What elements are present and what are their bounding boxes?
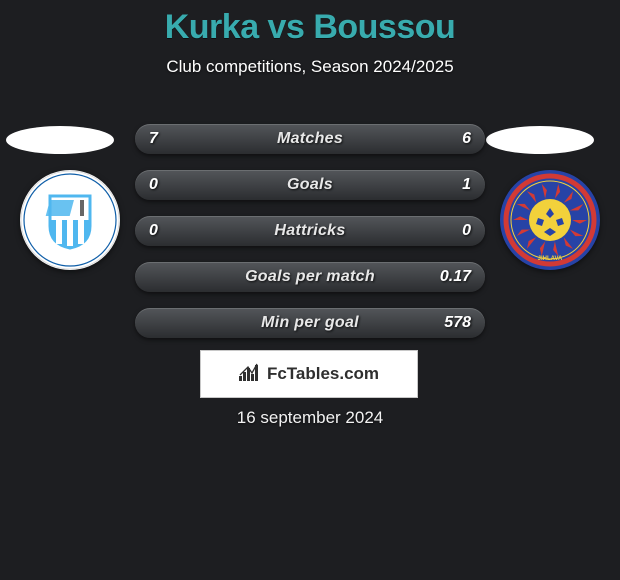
stat-left-value: 7 bbox=[149, 130, 158, 148]
right-club-crest: JIHLAVA bbox=[500, 170, 600, 270]
stat-row: 7 Matches 6 bbox=[135, 124, 485, 154]
stat-label: Goals per match bbox=[245, 268, 375, 286]
stat-right-value: 1 bbox=[462, 176, 471, 194]
stat-row: Min per goal 578 bbox=[135, 308, 485, 338]
stat-label: Min per goal bbox=[261, 314, 359, 332]
svg-text:JIHLAVA: JIHLAVA bbox=[538, 256, 563, 262]
stat-right-value: 578 bbox=[444, 314, 471, 332]
left-player-ellipse bbox=[6, 126, 114, 154]
stat-left-value: 0 bbox=[149, 222, 158, 240]
left-club-crest bbox=[20, 170, 120, 270]
stat-label: Matches bbox=[277, 130, 343, 148]
stat-row: Goals per match 0.17 bbox=[135, 262, 485, 292]
page-subtitle: Club competitions, Season 2024/2025 bbox=[0, 57, 620, 77]
page-title: Kurka vs Boussou bbox=[0, 0, 620, 47]
stat-left-value: 0 bbox=[149, 176, 158, 194]
stat-right-value: 0 bbox=[462, 222, 471, 240]
bar-chart-icon bbox=[239, 362, 261, 387]
fctables-label: FcTables.com bbox=[267, 364, 379, 384]
right-player-ellipse bbox=[486, 126, 594, 154]
stat-label: Hattricks bbox=[274, 222, 345, 240]
fctables-branding: FcTables.com bbox=[200, 350, 418, 398]
stat-row: 0 Goals 1 bbox=[135, 170, 485, 200]
stat-right-value: 0.17 bbox=[440, 268, 471, 286]
generated-date: 16 september 2024 bbox=[0, 408, 620, 428]
stat-label: Goals bbox=[287, 176, 333, 194]
stat-row: 0 Hattricks 0 bbox=[135, 216, 485, 246]
stat-right-value: 6 bbox=[462, 130, 471, 148]
